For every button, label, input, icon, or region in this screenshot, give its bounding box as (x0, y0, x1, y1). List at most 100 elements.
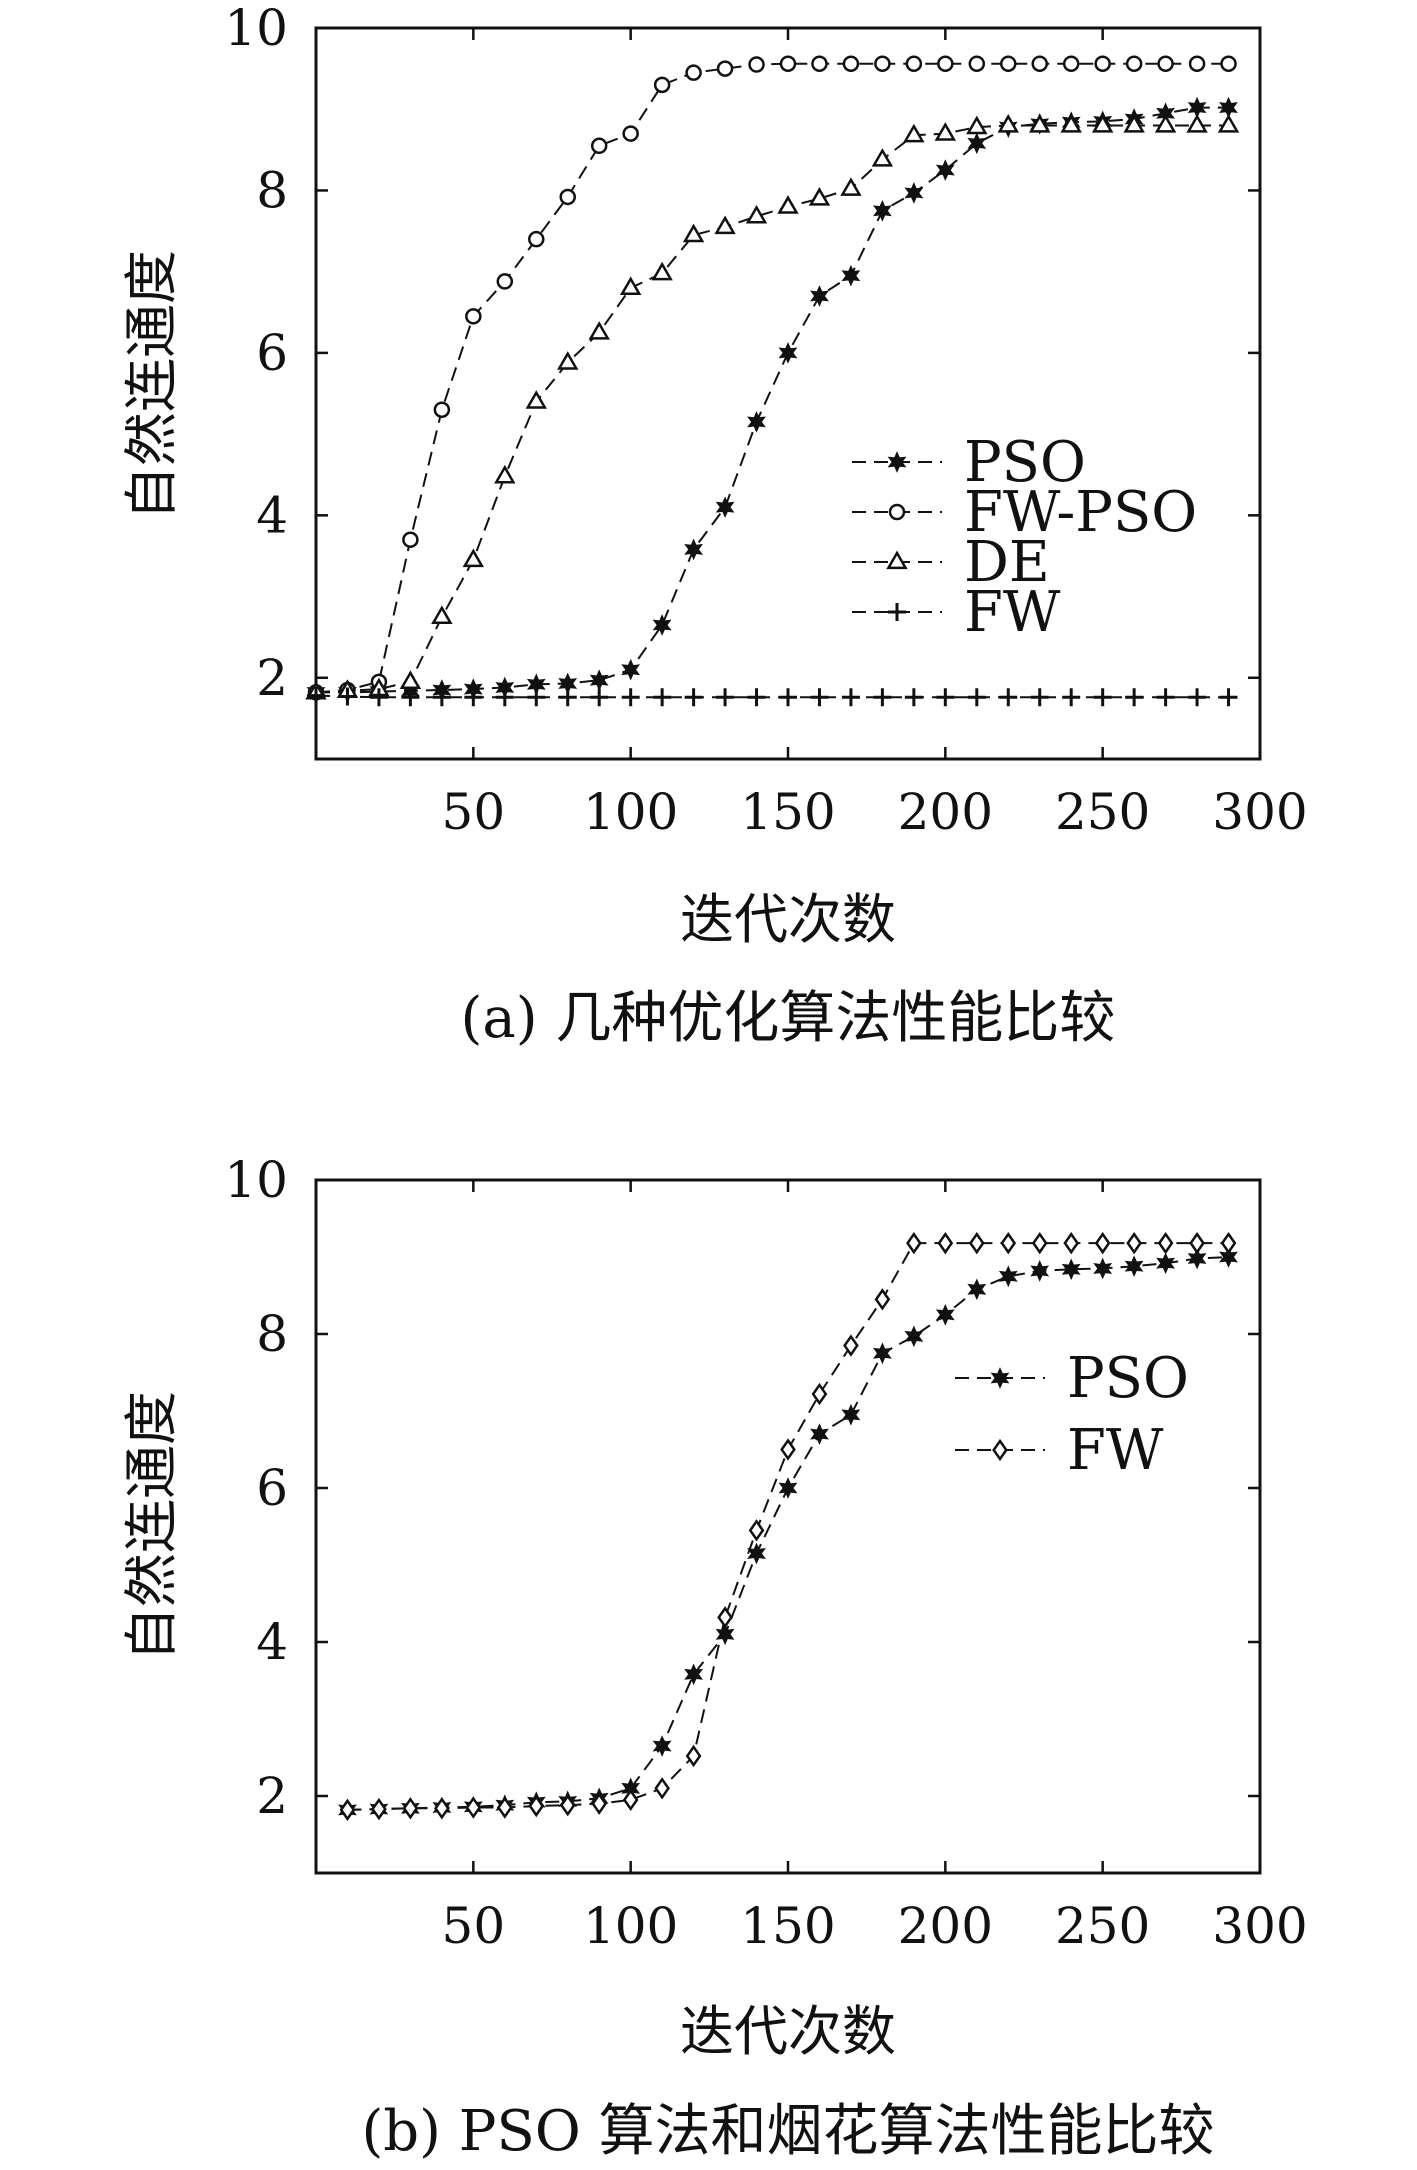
series-line (315, 694, 1229, 699)
y-tick-label: 8 (256, 161, 288, 219)
y-tick-label: 6 (256, 1459, 288, 1517)
data-point (1220, 55, 1237, 72)
data-point (528, 1794, 545, 1818)
plot-frame-a (314, 26, 1262, 761)
data-point (1220, 1231, 1237, 1255)
data-point (808, 187, 831, 206)
data-point (589, 669, 609, 692)
legend-marker (992, 1438, 1008, 1462)
legend-label: DE (964, 530, 1050, 595)
data-point (1156, 688, 1175, 707)
data-point (1189, 1231, 1205, 1255)
data-point (1062, 55, 1080, 72)
data-point (1125, 688, 1144, 707)
data-point (1030, 688, 1049, 707)
series-line (347, 1242, 1229, 1811)
data-point (402, 1797, 419, 1820)
data-point (936, 688, 955, 707)
data-point (811, 1382, 828, 1406)
data-point (997, 113, 1019, 133)
data-point (528, 230, 545, 248)
data-point (1188, 688, 1207, 707)
data-point (684, 538, 704, 561)
data-point (527, 688, 546, 707)
data-point (432, 688, 451, 707)
data-point (715, 1623, 735, 1646)
caption-b: (b) PSO 算法和烟花算法性能比较 (361, 2099, 1214, 2164)
axis-ticks-a: 50 100 150 200 250 300 2 4 6 8 10 (224, 0, 1307, 841)
data-point (937, 55, 954, 72)
legend-marker (887, 451, 907, 473)
legend-marker (990, 1367, 1010, 1389)
series-pso (306, 96, 1238, 704)
data-point (871, 148, 894, 167)
data-point (874, 1288, 891, 1311)
data-point (810, 1423, 829, 1445)
x-tick-label: 150 (740, 1897, 835, 1955)
data-point (904, 182, 924, 204)
data-point (652, 1735, 672, 1757)
data-point (778, 1477, 798, 1499)
y-tick-label: 2 (256, 1767, 288, 1825)
data-point (872, 1342, 892, 1365)
data-point (842, 55, 860, 72)
data-point (1094, 55, 1111, 72)
y-axis-title-b: 自然连通度 (120, 1391, 183, 1661)
series-fw (339, 1231, 1237, 1822)
data-point (338, 687, 357, 706)
data-point (402, 531, 419, 548)
data-point (999, 688, 1018, 707)
data-point (1219, 1246, 1238, 1268)
axis-ticks-b: 50 100 150 200 250 300 2 4 6 8 10 (224, 1151, 1307, 1955)
y-tick-label: 4 (256, 486, 288, 544)
data-point (399, 670, 422, 689)
data-point (779, 55, 797, 72)
data-point (843, 1334, 859, 1357)
y-tick-label: 2 (256, 649, 288, 707)
data-point (622, 1788, 639, 1812)
data-point (904, 688, 923, 707)
series-group-a (305, 55, 1240, 707)
data-point (653, 76, 671, 94)
data-point (968, 55, 986, 72)
legend-marker (888, 603, 906, 621)
data-point (1157, 1231, 1174, 1255)
data-point (1124, 1255, 1144, 1278)
data-point (619, 276, 642, 296)
data-point (622, 125, 639, 142)
data-point (873, 688, 892, 707)
series-pso (338, 1246, 1238, 1821)
data-point (685, 64, 702, 81)
data-point (494, 464, 516, 484)
legend-label: PSO (1067, 1346, 1189, 1411)
data-point (651, 261, 673, 281)
data-point (810, 285, 829, 307)
legend-label: PSO (964, 430, 1086, 495)
data-point (590, 688, 609, 707)
data-point (525, 390, 547, 409)
series-line (315, 62, 1229, 694)
data-point (1060, 113, 1082, 133)
data-point (1091, 113, 1114, 133)
data-point (401, 688, 420, 707)
legend-marker (888, 503, 906, 521)
data-point (684, 1663, 704, 1686)
x-tick-label: 300 (1212, 783, 1307, 841)
data-point (1157, 55, 1174, 72)
data-point (1030, 1260, 1050, 1282)
series-line (347, 1256, 1229, 1811)
data-point (495, 688, 514, 707)
x-tick-label: 100 (583, 783, 678, 841)
data-point (967, 688, 986, 707)
data-point (557, 351, 579, 370)
data-point (810, 688, 829, 707)
data-point (307, 686, 325, 705)
data-point (935, 1303, 955, 1326)
data-point (591, 1792, 608, 1815)
series-line (315, 124, 1229, 694)
legend-b: PSO FW (955, 1346, 1189, 1483)
x-tick-label: 200 (898, 1897, 993, 1955)
data-point (717, 1606, 733, 1629)
